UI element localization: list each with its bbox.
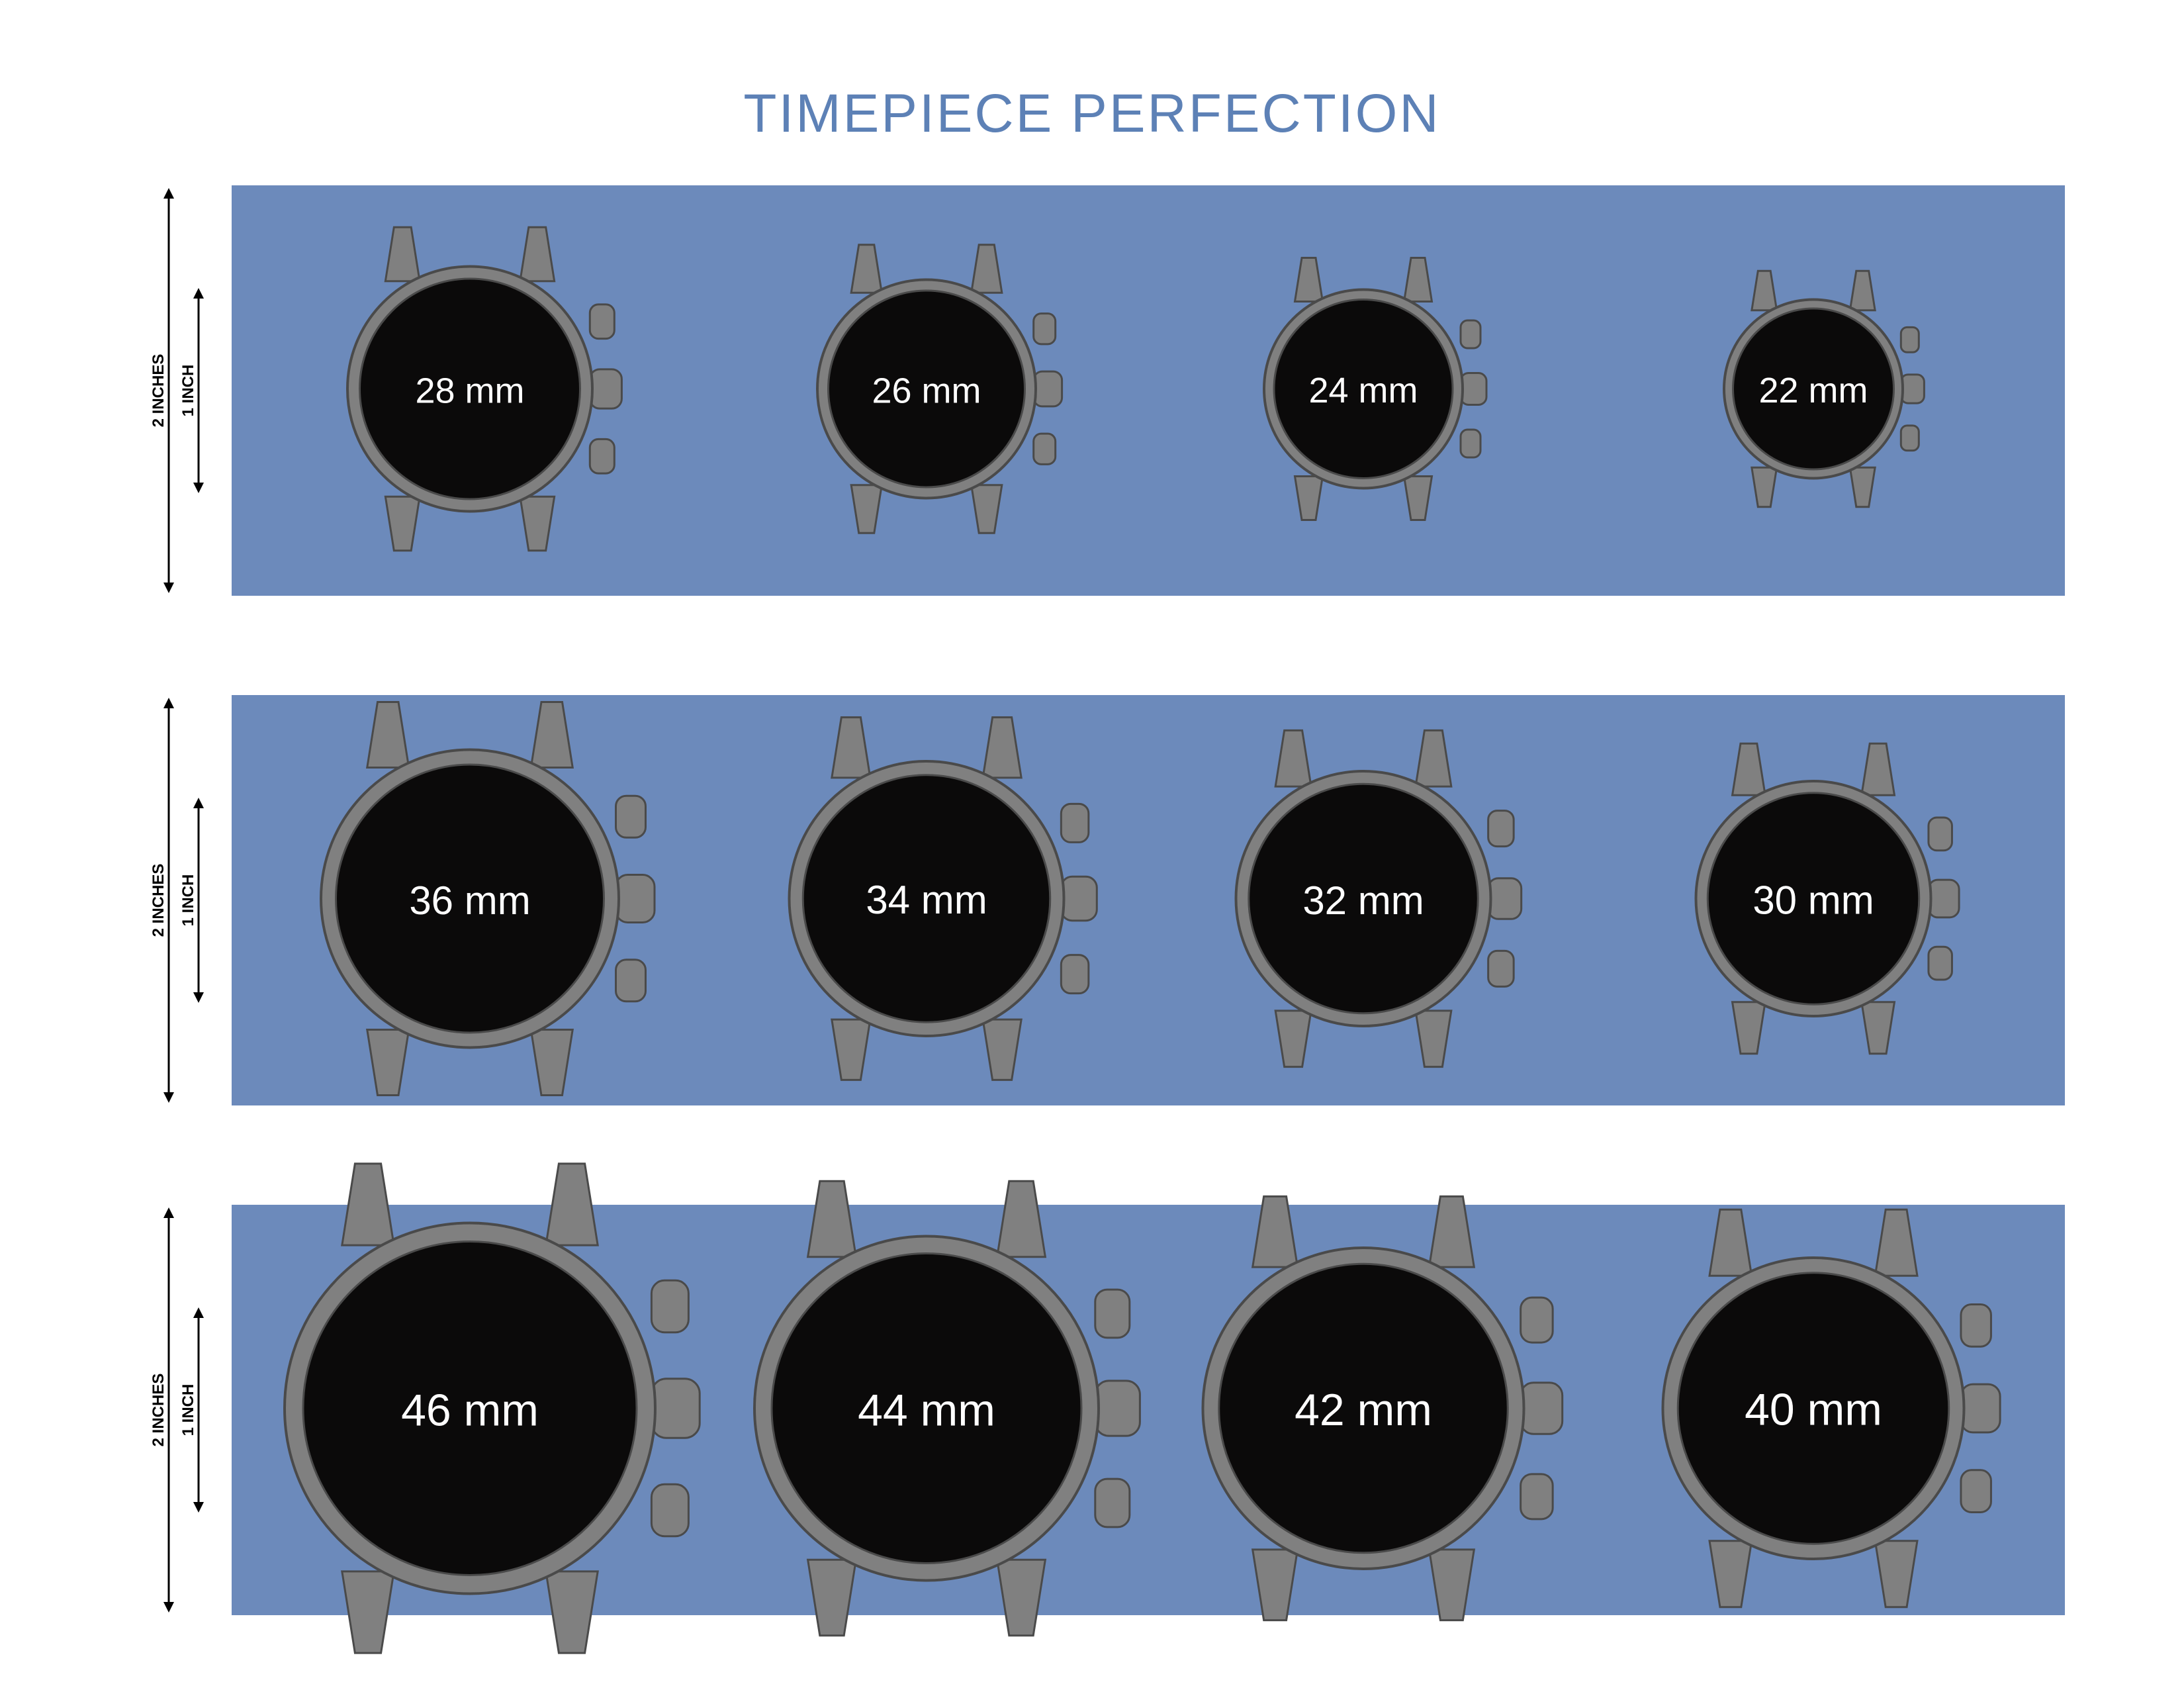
- ruler: 2 INCHES 1 INCH: [152, 695, 218, 1105]
- size-row-1: 2 INCHES 1 INCH 36 mm 34 mm 32 mm 30 mm: [152, 695, 2065, 1105]
- watch-32mm: 32 mm: [1191, 714, 1535, 1086]
- watch-size-label: 28 mm: [304, 370, 635, 411]
- watch-size-label: 46 mm: [220, 1384, 720, 1436]
- watch-size-label: 44 mm: [694, 1384, 1159, 1436]
- watch-size-label: 42 mm: [1147, 1384, 1580, 1436]
- watch-30mm: 30 mm: [1655, 728, 1972, 1072]
- watch-44mm: 44 mm: [694, 1159, 1159, 1662]
- svg-text:1 INCH: 1 INCH: [179, 1384, 197, 1436]
- watch-36mm: 36 mm: [269, 682, 671, 1118]
- watch-26mm: 26 mm: [779, 230, 1074, 551]
- watch-40mm: 40 mm: [1610, 1190, 2017, 1630]
- watch-28mm: 28 mm: [304, 211, 635, 570]
- watch-22mm: 22 mm: [1693, 259, 1934, 522]
- watch-size-label: 34 mm: [741, 878, 1112, 923]
- watch-24mm: 24 mm: [1230, 245, 1498, 536]
- size-row-0: 2 INCHES 1 INCH 28 mm 26 mm 24 mm 22 mm: [152, 185, 2065, 596]
- watch-size-label: 22 mm: [1693, 370, 1934, 411]
- svg-text:2 INCHES: 2 INCHES: [152, 1374, 167, 1447]
- watch-size-label: 36 mm: [269, 878, 671, 923]
- ruler: 2 INCHES 1 INCH: [152, 1205, 218, 1615]
- watch-34mm: 34 mm: [741, 700, 1112, 1102]
- watch-size-label: 40 mm: [1610, 1384, 2017, 1436]
- watch-size-label: 26 mm: [779, 370, 1074, 411]
- page-title: TIMEPIECE PERFECTION: [0, 83, 2184, 145]
- watch-46mm: 46 mm: [220, 1140, 720, 1681]
- size-row-2: 2 INCHES 1 INCH 46 mm 44 mm 42 mm 40 mm: [152, 1205, 2065, 1615]
- watch-size-label: 32 mm: [1191, 878, 1535, 923]
- svg-text:1 INCH: 1 INCH: [179, 365, 197, 417]
- svg-text:2 INCHES: 2 INCHES: [152, 864, 167, 937]
- ruler: 2 INCHES 1 INCH: [152, 185, 218, 596]
- watch-size-label: 24 mm: [1230, 370, 1498, 411]
- watch-42mm: 42 mm: [1147, 1176, 1580, 1644]
- svg-text:1 INCH: 1 INCH: [179, 874, 197, 927]
- watch-size-label: 30 mm: [1655, 878, 1972, 923]
- svg-text:2 INCHES: 2 INCHES: [152, 354, 167, 428]
- page: { "title": "TIMEPIECE PERFECTION", "titl…: [0, 0, 2184, 1688]
